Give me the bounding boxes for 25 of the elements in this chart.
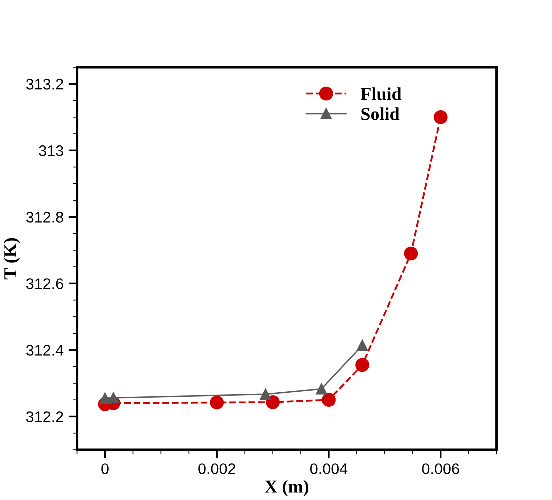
x-tick-label: 0.002 (198, 464, 236, 474)
y-axis-title: T (K) (4, 238, 20, 280)
x-tick-label: 0 (102, 464, 109, 474)
point (266, 395, 280, 410)
y-tick-label: 313 (39, 146, 64, 156)
y-tick-label: 313.2 (26, 79, 64, 90)
x-tick-label: 0.004 (310, 464, 348, 474)
y-tick-label: 312.2 (26, 412, 64, 422)
x-tick-label: 0.006 (422, 464, 460, 474)
legend-label: Solid (362, 108, 400, 120)
legend-label: Fluid (360, 88, 402, 100)
point (322, 393, 336, 408)
point (404, 246, 418, 261)
x-axis-title: X (m) (265, 480, 309, 497)
y-tick-label: 312.8 (26, 212, 64, 223)
point (434, 110, 448, 124)
point (357, 340, 368, 352)
point (260, 388, 272, 400)
point (108, 392, 120, 404)
point (100, 392, 111, 404)
y-tick-label: 312.6 (26, 278, 64, 290)
point (356, 358, 370, 372)
point (316, 384, 328, 395)
point (210, 396, 224, 410)
y-tick-label: 312.4 (26, 345, 64, 356)
